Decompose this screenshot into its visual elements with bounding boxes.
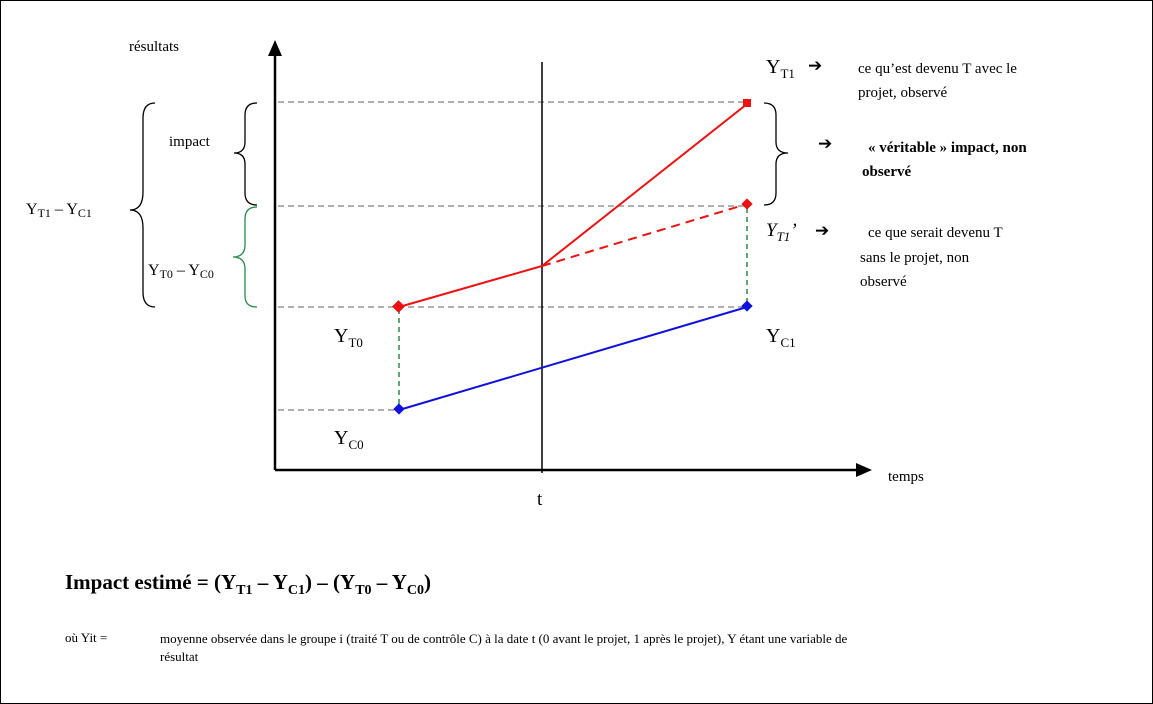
arrow-true-impact: ➔ bbox=[818, 134, 832, 153]
note-label: où Yit = bbox=[65, 630, 108, 645]
green-brace-label: YT0 – YC0 bbox=[148, 262, 214, 281]
total-brace bbox=[129, 102, 156, 308]
marker-yc0 bbox=[393, 403, 405, 415]
impact-formula: Impact estimé = (YT1 – YC1) – (YT0 – YC0… bbox=[65, 570, 432, 599]
t-label: t bbox=[537, 489, 543, 510]
marker-yc1 bbox=[741, 300, 753, 312]
total-brace-label: YT1 – YC1 bbox=[26, 201, 92, 220]
arrow-yt1p: ➔ bbox=[815, 221, 829, 240]
true-impact-line1: « véritable » impact, non bbox=[868, 140, 1027, 156]
impact-brace bbox=[233, 102, 258, 206]
impact-label: impact bbox=[169, 134, 211, 150]
label-yt1: YT1 bbox=[766, 56, 795, 81]
yt1-desc-line2: projet, observé bbox=[858, 85, 947, 101]
marker-yt1p bbox=[741, 198, 753, 210]
true-impact-brace bbox=[763, 102, 789, 206]
yt1p-desc-line3: observé bbox=[860, 274, 907, 290]
x-axis-label: temps bbox=[888, 469, 924, 485]
marker-yt1 bbox=[743, 99, 751, 107]
marker-yt0 bbox=[392, 300, 405, 313]
treated-counterfactual-line bbox=[541, 203, 748, 267]
control-line bbox=[398, 306, 748, 411]
label-yc0: YC0 bbox=[334, 427, 364, 452]
label-yt0: YT0 bbox=[334, 325, 363, 350]
yt1p-desc-line1: ce que serait devenu T bbox=[868, 225, 1003, 241]
true-impact-line2: observé bbox=[862, 164, 911, 180]
y-axis-label: résultats bbox=[129, 39, 179, 55]
arrow-yt1: ➔ bbox=[808, 56, 822, 75]
treated-line-before bbox=[398, 265, 543, 308]
note-text: moyenne observée dans le groupe i (trait… bbox=[160, 631, 848, 664]
yt1p-desc-line2: sans le projet, non bbox=[860, 250, 970, 266]
green-brace bbox=[232, 206, 258, 308]
x-axis-arrowhead bbox=[856, 463, 872, 477]
y-axis-arrowhead bbox=[268, 40, 282, 56]
label-yc1: YC1 bbox=[766, 325, 796, 350]
yt1-desc-line1: ce qu’est devenu T avec le bbox=[858, 61, 1017, 77]
label-yt1-prime: YT1’ bbox=[766, 220, 797, 244]
treated-line-after bbox=[541, 103, 748, 267]
